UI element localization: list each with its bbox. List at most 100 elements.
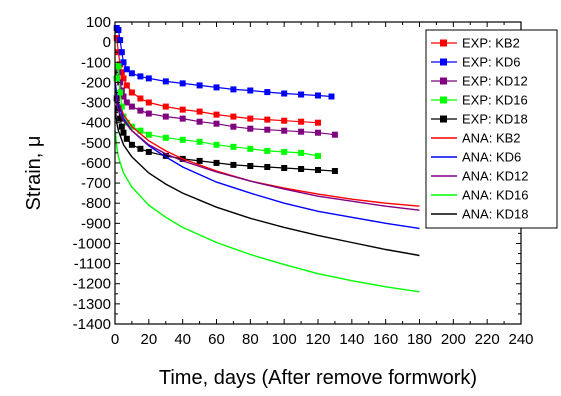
legend-item: EXP: KD18 — [431, 112, 528, 127]
y-tick-label: 0 — [103, 34, 111, 51]
data-point — [213, 84, 220, 91]
legend: EXP: KB2 EXP: KD6 EXP: KD12 EXP: KD16 EXP: K… — [425, 29, 558, 229]
x-tick-label: 0 — [111, 331, 119, 348]
y-tick-label: -300 — [81, 95, 111, 112]
legend-item: EXP: KD6 — [431, 55, 521, 70]
legend-label: ANA: KD6 — [462, 150, 521, 165]
data-point — [179, 115, 186, 122]
data-point — [113, 35, 120, 42]
data-point — [281, 127, 288, 134]
series-exp-kd6 — [113, 25, 335, 100]
legend-label: EXP: KD12 — [462, 74, 528, 89]
data-point — [137, 107, 144, 114]
data-point — [230, 123, 237, 130]
y-tick-label: -1000 — [73, 235, 111, 252]
legend-item: ANA: KB2 — [431, 131, 521, 146]
x-tick-label: 200 — [441, 331, 466, 348]
data-point — [145, 110, 152, 117]
data-point — [247, 115, 254, 122]
data-point — [162, 103, 169, 110]
y-tick-label: 100 — [86, 14, 111, 31]
data-point — [213, 159, 220, 166]
data-point — [298, 91, 305, 98]
data-point — [162, 113, 169, 120]
data-point — [298, 128, 305, 135]
data-point — [128, 141, 135, 148]
data-point — [115, 49, 122, 56]
data-point — [298, 166, 305, 172]
plot-series-layer — [113, 25, 420, 293]
legend-marker — [440, 77, 447, 85]
data-point — [145, 99, 152, 106]
legend-item: EXP: KD12 — [431, 74, 528, 89]
data-point — [230, 86, 237, 93]
data-point — [196, 108, 203, 115]
legend-label: EXP: KD6 — [462, 55, 521, 70]
x-tick-label: 140 — [339, 331, 364, 348]
series-line — [114, 82, 420, 207]
series-line — [114, 130, 420, 293]
data-point — [213, 141, 220, 148]
data-point — [137, 73, 144, 80]
y-axis-title: Strain, μ — [23, 136, 45, 211]
x-tick-label: 80 — [242, 331, 259, 348]
data-point — [137, 145, 144, 152]
y-tick-label: -400 — [81, 115, 111, 132]
data-point — [281, 165, 288, 171]
x-axis-title: Time, days (After remove formwork) — [159, 367, 477, 389]
data-point — [315, 129, 321, 136]
data-point — [298, 118, 305, 125]
series-ana-kb2 — [114, 82, 420, 207]
y-tick-label: -1300 — [73, 296, 111, 313]
data-point — [315, 92, 321, 99]
data-point — [162, 134, 169, 141]
data-point — [162, 78, 169, 85]
series-line — [114, 108, 420, 257]
series-exp-kb2 — [113, 35, 321, 126]
legend-label: ANA: KB2 — [462, 131, 521, 146]
y-tick-label: -500 — [81, 135, 111, 152]
data-point — [331, 168, 338, 174]
data-point — [179, 80, 186, 87]
data-point — [162, 152, 169, 159]
x-axis: 0 20 40 60 80 100 120 140 160 180 200 220 240 — [111, 22, 534, 348]
data-point — [120, 93, 127, 100]
data-point — [120, 129, 127, 136]
x-tick-label: 160 — [373, 331, 398, 348]
data-point — [179, 106, 186, 113]
data-point — [315, 167, 321, 173]
legend-label: ANA: KD18 — [462, 207, 528, 222]
y-tick-label: -1200 — [73, 276, 111, 293]
series-ana-kd18 — [114, 108, 420, 257]
data-point — [315, 152, 321, 159]
data-point — [117, 89, 124, 96]
data-point — [128, 70, 135, 77]
data-point — [230, 161, 237, 168]
y-tick-label: -700 — [81, 175, 111, 192]
data-point — [123, 99, 130, 106]
data-point — [264, 147, 271, 154]
data-point — [264, 164, 271, 170]
legend-item: ANA: KD12 — [431, 169, 528, 184]
data-point — [118, 103, 125, 110]
series-ana-kd16 — [114, 130, 420, 293]
data-point — [145, 75, 152, 82]
legend-label: EXP: KB2 — [462, 36, 520, 51]
data-point — [117, 79, 124, 86]
legend-item: ANA: KD18 — [431, 207, 528, 222]
data-point — [123, 82, 130, 89]
y-tick-label: -200 — [81, 74, 111, 91]
series-line — [114, 94, 420, 211]
data-point — [281, 148, 288, 155]
x-tick-label: 20 — [140, 331, 157, 348]
data-point — [145, 148, 152, 155]
legend-label: EXP: KD18 — [462, 112, 528, 127]
y-axis: 100 0 -100 -200 -300 -400 -500 -600 -700 -800 -900… — [73, 14, 521, 333]
data-point — [281, 117, 288, 124]
legend-marker — [440, 58, 447, 66]
legend-marker — [440, 96, 447, 104]
data-point — [113, 75, 120, 82]
data-point — [115, 27, 122, 34]
data-point — [264, 116, 271, 123]
